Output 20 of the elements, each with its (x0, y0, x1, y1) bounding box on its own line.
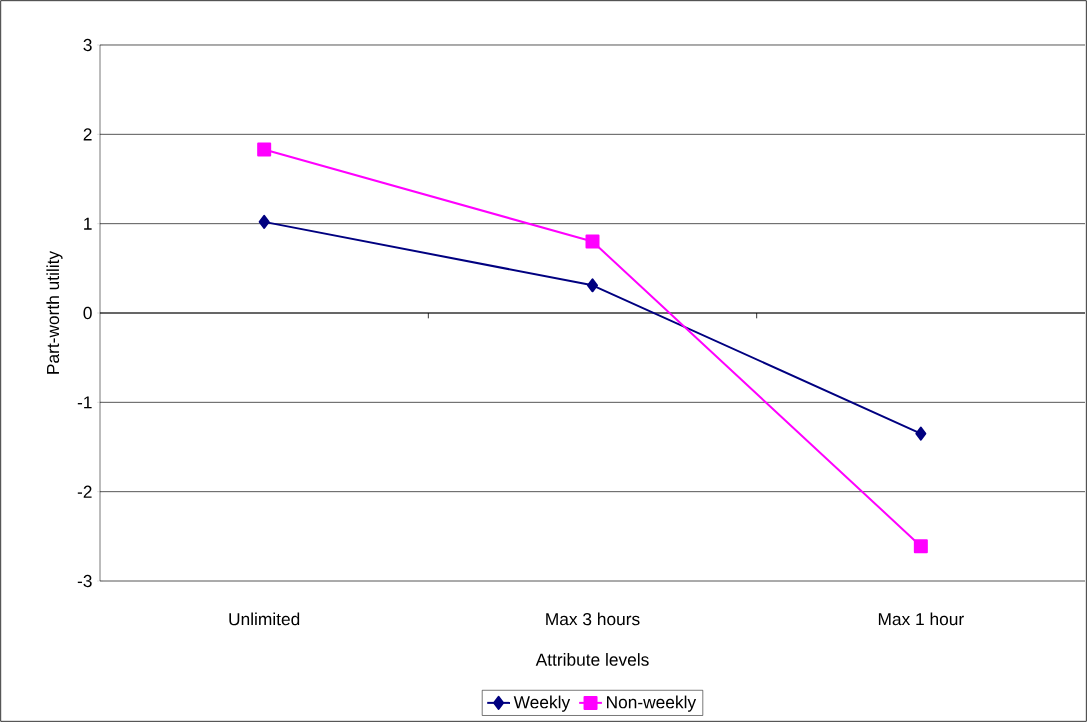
x-tick-label: Max 1 hour (878, 612, 964, 626)
y-tick-label: 3 (83, 38, 92, 52)
point (913, 539, 928, 554)
legend-label: Weekly (513, 695, 571, 712)
point (257, 142, 272, 157)
y-tick-label: -3 (77, 574, 92, 588)
point (587, 278, 599, 293)
x-tick-label: Max 3 hours (546, 612, 640, 626)
y-tick-label: 1 (84, 217, 92, 230)
x-tick-label: Unlimited (229, 612, 300, 626)
legend-label: Non-weekly (607, 695, 697, 712)
point (915, 426, 927, 441)
y-tick-label: -2 (77, 485, 92, 498)
point (258, 214, 270, 229)
y-tick-label: 2 (83, 128, 92, 141)
y-tick-label: 0 (83, 306, 92, 320)
x-axis-title: Attribute levels (535, 653, 649, 666)
y-axis-title: Part-worth utility (46, 250, 63, 374)
point (585, 234, 600, 249)
y-tick-label: -1 (77, 396, 92, 409)
